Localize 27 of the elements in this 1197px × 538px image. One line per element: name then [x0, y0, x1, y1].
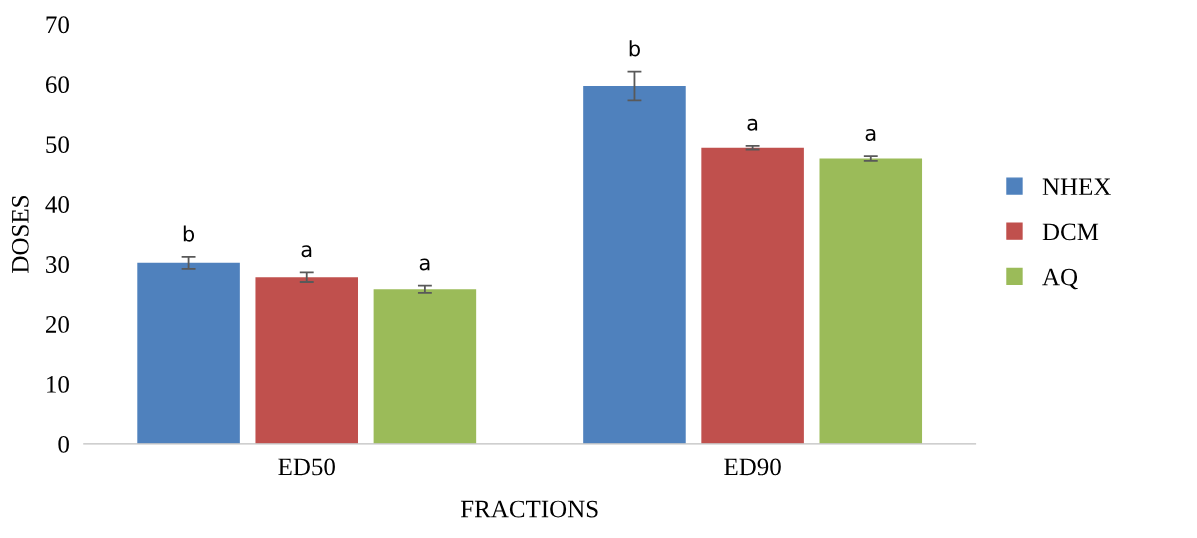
- y-tick-label: 10: [47, 375, 69, 393]
- y-tick-label: 0: [58, 435, 69, 453]
- data-label: a: [301, 245, 312, 258]
- bar: [583, 85, 686, 444]
- y-tick-label: 30: [46, 256, 69, 273]
- legend-label: NHEX: [1042, 178, 1111, 195]
- data-label: a: [865, 128, 876, 141]
- y-tick-label: 60: [45, 76, 69, 94]
- x-tick-label: ED90: [724, 458, 781, 476]
- y-axis-title: DOSES: [11, 195, 29, 273]
- bar: [701, 147, 804, 444]
- y-tick-label: 40: [45, 196, 69, 213]
- bar: [255, 277, 359, 444]
- bar: [819, 158, 923, 444]
- legend-label: DCM: [1042, 223, 1099, 241]
- bar: [373, 289, 477, 444]
- x-axis-title: FRACTIONS: [460, 500, 598, 518]
- data-label: b: [183, 225, 195, 242]
- y-tick-label: 20: [46, 316, 69, 333]
- legend-label: AQ: [1042, 268, 1078, 290]
- y-tick-label: 50: [46, 136, 69, 154]
- data-label: a: [747, 118, 758, 131]
- bar: [137, 262, 240, 444]
- data-label: a: [419, 258, 430, 271]
- data-label: b: [629, 40, 640, 57]
- y-tick-label: 70: [46, 16, 69, 34]
- x-tick-label: ED50: [278, 458, 335, 476]
